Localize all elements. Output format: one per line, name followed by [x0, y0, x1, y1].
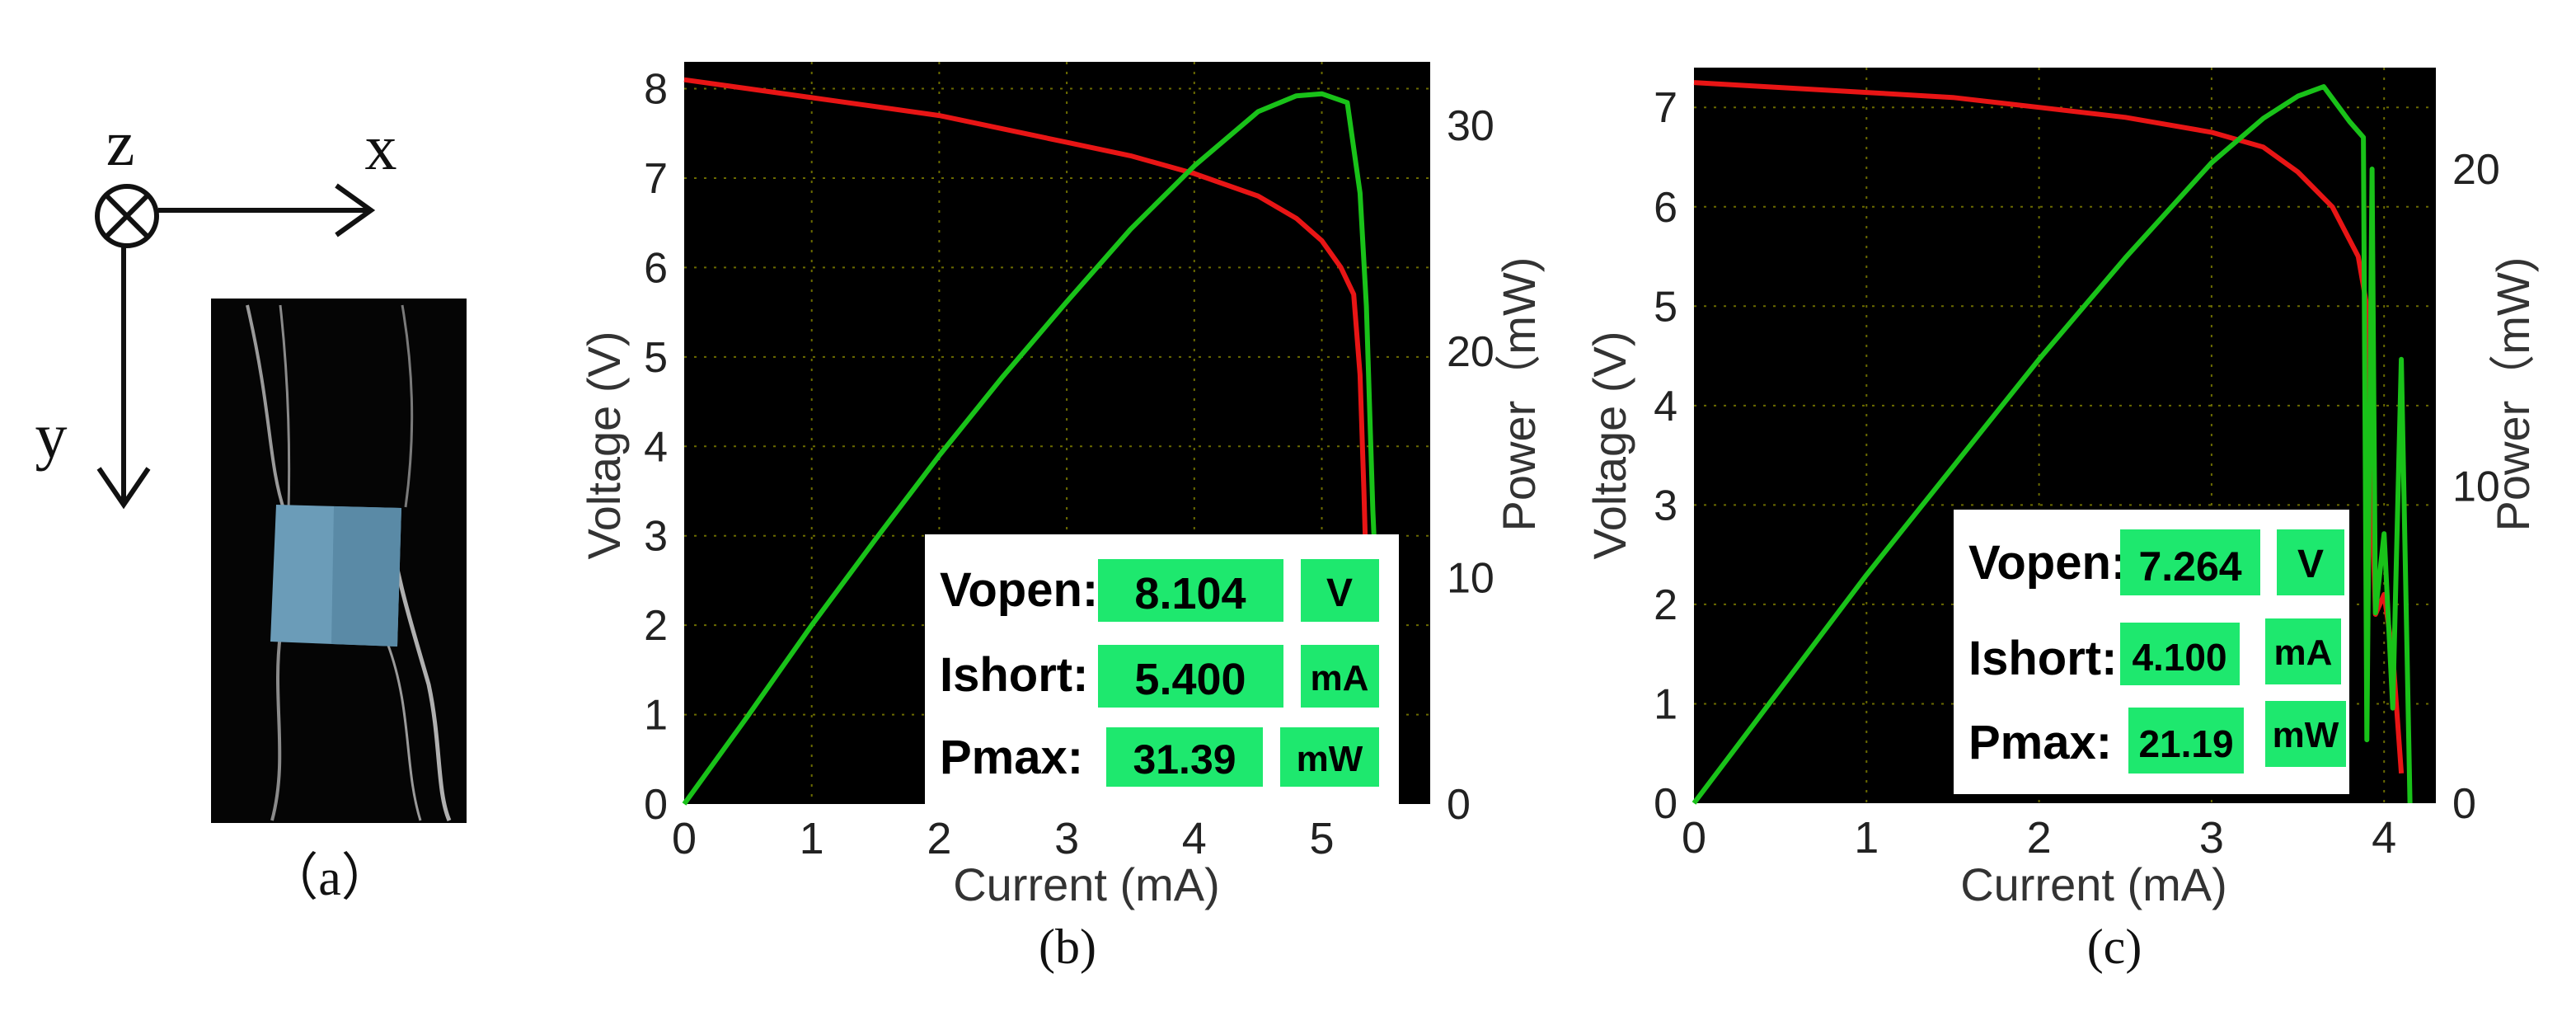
x-tick-label-c-1: 1 — [1854, 813, 1879, 863]
ishort-unit-box-b — [1301, 645, 1379, 708]
y-tick-label-c-2: 2 — [1654, 581, 1677, 629]
y-tick-label-b-4: 4 — [644, 423, 668, 471]
vopen-label-b: Vopen: — [940, 563, 1098, 617]
x-axis-label: x — [365, 111, 397, 183]
ishort-label-c: Ishort: — [1968, 632, 2117, 685]
y2-tick-label-b-0: 0 — [1447, 781, 1471, 829]
vopen-value-c: 7.264 — [2138, 543, 2241, 590]
y-tick-label-b-5: 5 — [644, 334, 668, 382]
x-axis-title-c: Current (mA) — [1960, 858, 2227, 910]
x-tick-label-b-0: 0 — [672, 814, 697, 863]
y2-tick-label-c-1: 10 — [2452, 463, 2500, 511]
panel-b: 0 1 2 3 4 5 0 1 2 3 4 5 6 7 8 0 10 20 30 Voltage (V) Power… — [578, 62, 1545, 974]
vopen-unit-box-c — [2277, 529, 2344, 595]
pmax-label-b: Pmax: — [940, 731, 1083, 784]
pmax-unit-c: mW — [2273, 715, 2339, 755]
ticks-c: 0 1 2 3 4 0 1 2 3 4 5 6 7 0 10 20 — [1654, 84, 2500, 863]
series-line-power-c — [1692, 84, 2413, 805]
panel-a: z x y （a） — [35, 107, 467, 906]
y-tick-label-c-5: 5 — [1654, 283, 1677, 331]
pmax-unit-box-b — [1280, 727, 1379, 787]
sample-photo — [211, 299, 467, 823]
y2-tick-label-b-1: 10 — [1447, 555, 1494, 603]
x-tick-label-c-4: 4 — [2372, 813, 2396, 863]
x-axis-title-b: Current (mA) — [953, 858, 1220, 910]
y2-tick-label-c-2: 20 — [2452, 146, 2500, 194]
y2-tick-label-c-0: 0 — [2452, 780, 2476, 828]
panel-a-caption: （a） — [267, 850, 392, 906]
y-tick-label-c-6: 6 — [1654, 184, 1677, 232]
vopen-label-c: Vopen: — [1968, 536, 2127, 590]
y-axis-title-b: Voltage (V) — [578, 331, 630, 559]
z-axis-cross-2 — [104, 193, 150, 239]
x-tick-label-b-3: 3 — [1054, 814, 1079, 863]
series-line-voltage-b — [683, 77, 1376, 689]
y-tick-label-c-3: 3 — [1654, 482, 1677, 529]
y-tick-label-b-2: 2 — [644, 602, 668, 650]
series-c — [1692, 80, 2413, 805]
y-tick-label-b-8: 8 — [644, 66, 668, 114]
ishort-unit-box-c — [2265, 618, 2341, 684]
series-line-power-b — [682, 91, 1388, 806]
pmax-value-c: 21.19 — [2138, 722, 2233, 765]
y-tick-label-c-1: 1 — [1654, 680, 1677, 728]
pmax-value-b: 31.39 — [1133, 736, 1236, 783]
pmax-unit-b: mW — [1297, 739, 1363, 779]
y-axis-title-c: Voltage (V) — [1584, 331, 1635, 559]
series-b — [682, 77, 1388, 806]
x-tick-label-b-5: 5 — [1309, 814, 1334, 863]
grid-c — [1694, 68, 2436, 803]
y-tick-label-c-4: 4 — [1654, 383, 1677, 430]
vopen-unit-c: V — [2297, 543, 2324, 586]
vopen-unit-box-b — [1301, 559, 1379, 622]
x-tick-label-b-1: 1 — [800, 814, 824, 863]
info-box-b: Vopen: 8.104 V Ishort: 5.400 mA Pmax: 31… — [925, 534, 1399, 806]
pmax-label-c: Pmax: — [1968, 716, 2112, 769]
z-axis-circle — [95, 184, 159, 248]
vopen-value-b: 8.104 — [1134, 569, 1246, 618]
pmax-unit-box-c — [2265, 701, 2346, 767]
ishort-value-box-b — [1098, 645, 1283, 708]
vopen-unit-b: V — [1326, 571, 1353, 615]
z-axis-label: z — [106, 107, 135, 179]
y-tick-label-b-7: 7 — [644, 155, 668, 203]
x-tick-label-b-2: 2 — [927, 814, 951, 863]
y2-tick-label-b-3: 30 — [1447, 102, 1494, 150]
y2-tick-label-b-2: 20 — [1447, 328, 1494, 376]
ishort-unit-c: mA — [2274, 632, 2333, 673]
ishort-value-box-c — [2120, 623, 2240, 685]
y-tick-label-b-0: 0 — [644, 781, 668, 829]
ishort-value-b: 5.400 — [1134, 655, 1246, 704]
y-axis-label: y — [35, 400, 68, 472]
panel-c: 0 1 2 3 4 0 1 2 3 4 5 6 7 0 10 20 Voltage (V) Power（mW)… — [1584, 68, 2539, 974]
ishort-value-c: 4.100 — [2132, 636, 2226, 679]
pmax-value-box-c — [2128, 708, 2244, 774]
ishort-label-b: Ishort: — [940, 648, 1088, 702]
vopen-value-box-b — [1098, 559, 1283, 622]
y-tick-label-c-0: 0 — [1654, 780, 1677, 828]
y2-axis-title-c: Power（mW) — [2487, 257, 2539, 532]
x-tick-label-c-2: 2 — [2027, 813, 2052, 863]
ishort-unit-b: mA — [1311, 658, 1369, 698]
x-tick-label-b-4: 4 — [1182, 814, 1207, 863]
y-tick-label-c-7: 7 — [1654, 84, 1677, 132]
x-tick-label-c-0: 0 — [1682, 813, 1706, 863]
y-tick-label-b-3: 3 — [644, 513, 668, 561]
info-box-c: Vopen: 7.264 V Ishort: 4.100 mA Pmax: 21… — [1954, 510, 2349, 794]
ticks-b: 0 1 2 3 4 5 0 1 2 3 4 5 6 7 8 0 10 20 30 — [644, 66, 1494, 863]
y-tick-label-b-6: 6 — [644, 244, 668, 292]
x-axis-arrowhead — [335, 183, 376, 237]
vopen-value-box-c — [2120, 529, 2260, 595]
y2-axis-title-b: Power（mW) — [1493, 257, 1545, 532]
panel-c-caption: (c) — [2087, 919, 2142, 974]
y-tick-label-b-1: 1 — [644, 692, 668, 740]
pmax-value-box-b — [1106, 727, 1263, 787]
panel-b-caption: (b) — [1039, 919, 1096, 974]
x-tick-label-c-3: 3 — [2199, 813, 2224, 863]
y-axis-arrowhead — [96, 467, 151, 510]
